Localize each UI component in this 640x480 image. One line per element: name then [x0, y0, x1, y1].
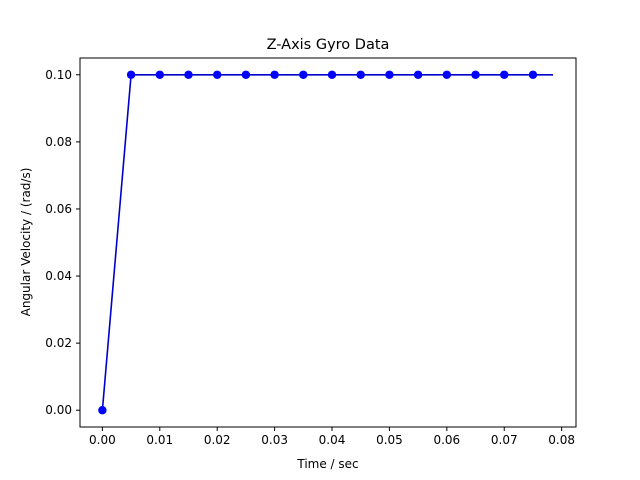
data-point — [528, 70, 538, 79]
data-point — [356, 70, 365, 79]
data-point — [471, 70, 480, 79]
y-axis-label: Angular Velocity / (rad/s) — [19, 168, 33, 317]
data-point — [413, 70, 423, 79]
data-point — [500, 70, 509, 79]
x-axis: 0.00 0.01 0.02 0.03 0.04 0.05 0.06 0.07 0.08 — [89, 427, 575, 447]
x-tick-label: 0.04 — [319, 433, 346, 447]
data-point — [442, 70, 452, 79]
series-line — [101, 73, 554, 411]
x-tick-label: 0.02 — [204, 433, 231, 447]
x-tick-label: 0.08 — [548, 433, 575, 447]
y-axis: 0.00 0.02 0.04 0.06 0.08 0.10 — [45, 68, 80, 417]
chart-title: Z-Axis Gyro Data — [267, 37, 390, 53]
y-tick-label: 0.04 — [45, 269, 72, 283]
data-point — [241, 70, 251, 79]
data-point — [126, 70, 136, 79]
plot-frame — [79, 57, 577, 428]
x-tick-label: 0.07 — [491, 433, 518, 447]
data-point — [184, 70, 193, 79]
x-tick-label: 0.05 — [376, 433, 403, 447]
data-point — [327, 70, 337, 79]
data-point — [385, 70, 394, 79]
data-point — [270, 70, 279, 79]
plot-area — [98, 70, 554, 415]
data-point — [213, 70, 222, 79]
y-tick-label: 0.08 — [45, 135, 72, 149]
x-tick-label: 0.00 — [89, 433, 116, 447]
x-tick-label: 0.01 — [146, 433, 173, 447]
data-point — [98, 406, 107, 415]
x-axis-label: Time / sec — [296, 457, 358, 471]
y-tick-label: 0.06 — [45, 202, 72, 216]
y-tick-label: 0.10 — [45, 68, 72, 82]
data-point — [299, 70, 308, 79]
y-tick-label: 0.00 — [45, 403, 72, 417]
y-tick-label: 0.02 — [45, 336, 72, 350]
data-point — [155, 70, 164, 79]
x-tick-label: 0.03 — [261, 433, 288, 447]
x-tick-label: 0.06 — [433, 433, 460, 447]
